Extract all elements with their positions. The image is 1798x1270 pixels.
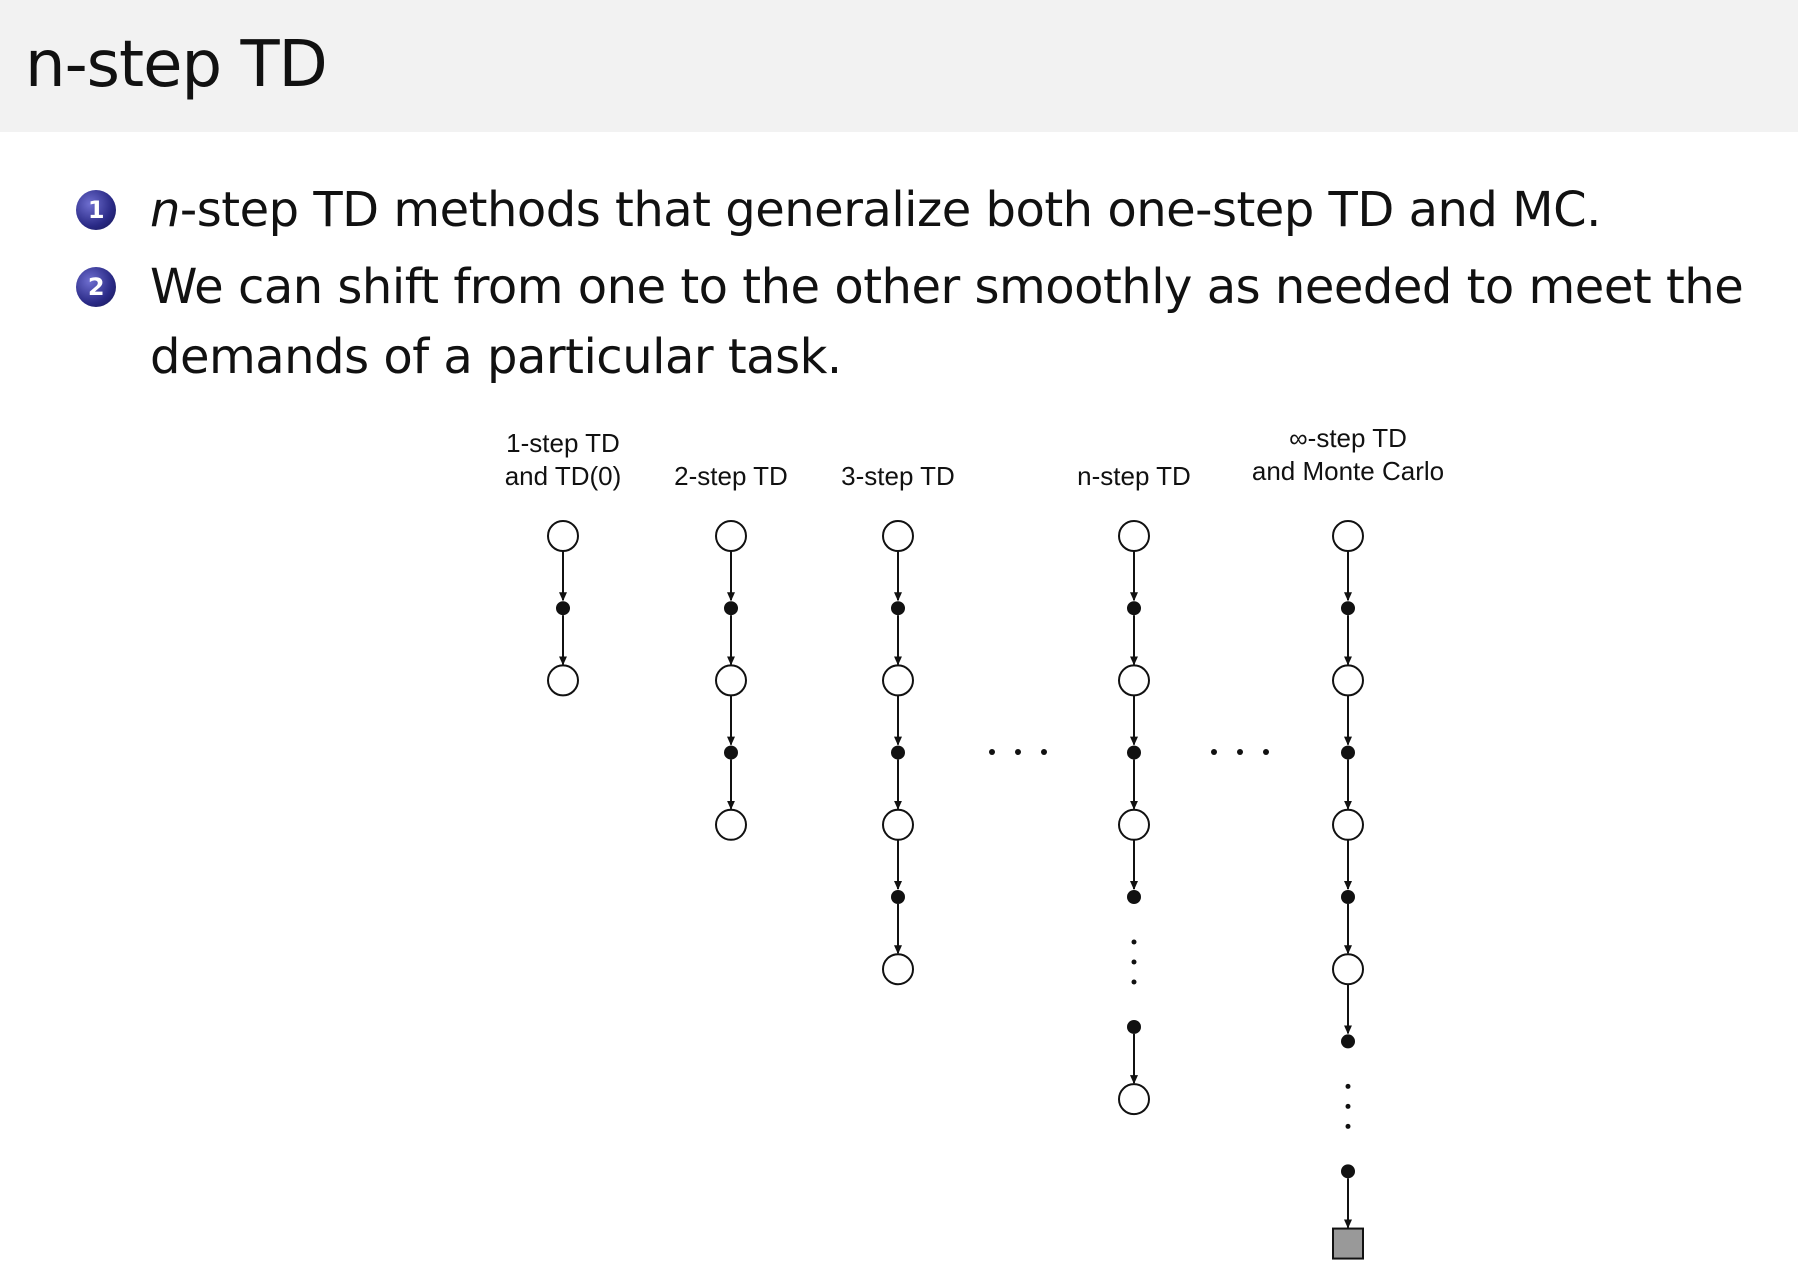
state-node xyxy=(1332,520,1364,552)
action-node xyxy=(1127,890,1141,904)
action-node xyxy=(1341,601,1355,616)
action-node xyxy=(1127,745,1141,760)
horizontal-ellipsis-dot xyxy=(1263,749,1269,755)
action-node xyxy=(891,601,905,616)
action-node xyxy=(891,890,905,904)
state-node xyxy=(1118,664,1150,697)
column-label: 1-step TD xyxy=(506,428,620,458)
vertical-ellipsis-dot xyxy=(1345,1123,1351,1129)
bullet-number-icon: 1 xyxy=(76,190,116,230)
state-node xyxy=(547,664,579,697)
state-node xyxy=(882,808,914,841)
bullet-1: 1 n-step TD methods that generalize both… xyxy=(76,175,1770,245)
column-label: ∞-step TD xyxy=(1289,423,1407,453)
state-node xyxy=(882,953,914,986)
column-label: 3-step TD xyxy=(841,461,955,491)
state-node xyxy=(715,664,747,697)
action-node xyxy=(556,601,570,616)
bullet-number-icon: 2 xyxy=(76,267,116,307)
horizontal-ellipsis-dot xyxy=(1041,749,1047,755)
action-node xyxy=(1341,1034,1355,1049)
vertical-ellipsis-dot xyxy=(1345,1083,1351,1089)
state-node xyxy=(882,520,914,552)
action-node xyxy=(1127,1019,1141,1034)
terminal-node xyxy=(1332,1227,1364,1260)
action-node xyxy=(891,745,905,760)
action-node xyxy=(1127,601,1141,616)
state-node xyxy=(1332,808,1364,841)
action-node xyxy=(724,745,738,760)
horizontal-ellipsis-dot xyxy=(1211,749,1217,755)
state-node xyxy=(1118,1083,1150,1116)
state-node xyxy=(1118,520,1150,552)
state-node xyxy=(882,664,914,697)
state-node xyxy=(715,808,747,841)
action-node xyxy=(724,601,738,616)
column-label: and Monte Carlo xyxy=(1252,456,1444,486)
vertical-ellipsis-dot xyxy=(1131,979,1137,985)
column-label: n-step TD xyxy=(1077,461,1191,491)
state-node xyxy=(547,520,579,552)
vertical-ellipsis-dot xyxy=(1345,1103,1351,1109)
action-node xyxy=(1341,890,1355,904)
horizontal-ellipsis-dot xyxy=(989,749,995,755)
column-label: 2-step TD xyxy=(674,461,788,491)
bullet-text: We can shift from one to the other smoot… xyxy=(150,259,1744,385)
state-node xyxy=(1332,953,1364,986)
state-node xyxy=(1332,664,1364,697)
column-label: and TD(0) xyxy=(505,461,622,491)
state-node xyxy=(1118,808,1150,841)
bullet-text: -step TD methods that generalize both on… xyxy=(179,182,1601,238)
vertical-ellipsis-dot xyxy=(1131,939,1137,945)
slide-header: n-step TD xyxy=(0,0,1798,132)
state-node xyxy=(715,520,747,552)
horizontal-ellipsis-dot xyxy=(1237,749,1243,755)
action-node xyxy=(1341,1164,1355,1179)
bullet-2: 2 We can shift from one to the other smo… xyxy=(76,252,1770,392)
vertical-ellipsis-dot xyxy=(1131,959,1137,965)
action-node xyxy=(1341,745,1355,760)
bullet-italic: n xyxy=(150,182,180,238)
horizontal-ellipsis-dot xyxy=(1015,749,1021,755)
slide-title: n-step TD xyxy=(25,28,328,102)
